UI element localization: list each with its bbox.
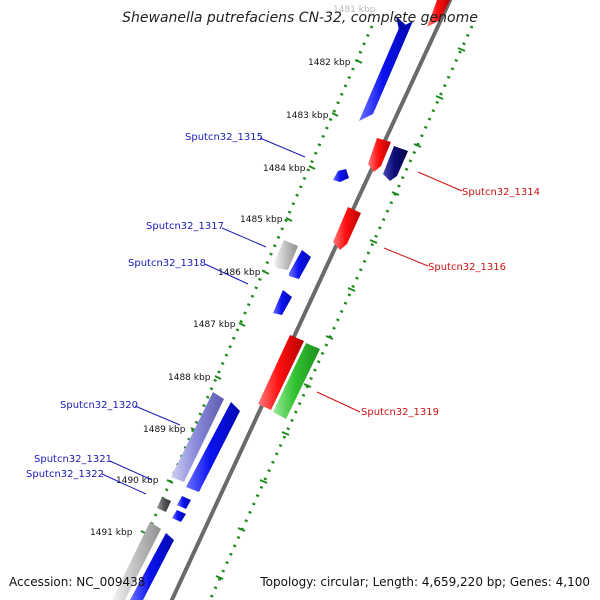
gene-feature-grey-bottom[interactable] <box>112 522 161 600</box>
gene-feature-sputcn32-1322[interactable] <box>177 496 191 509</box>
ruler: 1481 kbp 1482 kbp 1483 kbp 1484 kbp 1485… <box>90 5 376 538</box>
reverse-track-line <box>208 25 474 600</box>
ruler-tick-label: 1483 kbp <box>286 111 329 121</box>
gene-feature-sputcn32-1314[interactable] <box>383 146 408 181</box>
gene-feature-sputcn32-1317-blue[interactable] <box>289 250 311 279</box>
ruler-tick-label: 1485 kbp <box>240 215 283 225</box>
topology-label: Topology: circular; Length: 4,659,220 bp… <box>259 575 590 589</box>
gene-label-sputcn32-1322[interactable]: Sputcn32_1322 <box>26 469 104 480</box>
reverse-track-dashes <box>215 47 466 580</box>
gene-feature-sputcn32-1319-red[interactable] <box>258 335 304 410</box>
ruler-tick-label: 1486 kbp <box>218 268 261 278</box>
gene-feature-sputcn32-1320[interactable] <box>171 392 224 482</box>
label-leaders <box>101 137 463 495</box>
gene-label-sputcn32-1314[interactable]: Sputcn32_1314 <box>462 187 540 198</box>
gene-feature-sputcn32-1322-b[interactable] <box>172 510 186 522</box>
ruler-tick-label: 1489 kbp <box>143 425 186 435</box>
ruler-tick-label: 1490 kbp <box>116 476 159 486</box>
gene-feature-forward-bottom[interactable] <box>130 533 174 600</box>
map-title: Shewanella putrefaciens CN-32, complete … <box>122 10 478 26</box>
gene-feature-sputcn32-1317[interactable] <box>274 240 298 270</box>
gene-label-sputcn32-1320[interactable]: Sputcn32_1320 <box>60 400 138 411</box>
ruler-tick-label: 1487 kbp <box>193 320 236 330</box>
gene-label-sputcn32-1315[interactable]: Sputcn32_1315 <box>185 132 263 143</box>
gene-feature-sputcn32-1316[interactable] <box>333 207 361 250</box>
gene-label-sputcn32-1318[interactable]: Sputcn32_1318 <box>128 258 206 269</box>
gene-feature-sputcn32-1319[interactable] <box>273 343 320 419</box>
gene-label-sputcn32-1321[interactable]: Sputcn32_1321 <box>34 454 112 465</box>
ruler-tick-label: 1484 kbp <box>263 164 306 174</box>
gene-feature-sputcn32-1315[interactable] <box>333 169 349 182</box>
ruler-tick-label: 1488 kbp <box>168 373 211 383</box>
gene-feature-forward-arrow[interactable] <box>396 16 409 30</box>
gene-feature-sputcn32-1321[interactable] <box>157 497 171 512</box>
ruler-tick-label: 1482 kbp <box>308 58 351 68</box>
gene-label-sputcn32-1319[interactable]: Sputcn32_1319 <box>361 407 439 418</box>
gene-feature-forward[interactable] <box>359 21 413 121</box>
gene-features <box>112 0 450 600</box>
genome-backbone <box>169 0 453 600</box>
gene-label-sputcn32-1316[interactable]: Sputcn32_1316 <box>428 262 506 273</box>
forward-track-line <box>116 25 374 600</box>
gene-label-sputcn32-1317[interactable]: Sputcn32_1317 <box>146 221 224 232</box>
gene-labels: Sputcn32_1315 Sputcn32_1317 Sputcn32_131… <box>26 132 540 480</box>
accession-label: Accession: NC_009438 <box>9 575 145 589</box>
gene-feature-reverse[interactable] <box>427 0 450 27</box>
gene-feature-sputcn32-1314-red[interactable] <box>368 138 391 172</box>
gene-feature-sputcn32-1320-blue[interactable] <box>186 402 240 492</box>
gene-feature-sputcn32-1318[interactable] <box>273 290 292 315</box>
ruler-tick-label: 1491 kbp <box>90 528 133 538</box>
ruler-tick-label: 1481 kbp <box>333 5 376 15</box>
